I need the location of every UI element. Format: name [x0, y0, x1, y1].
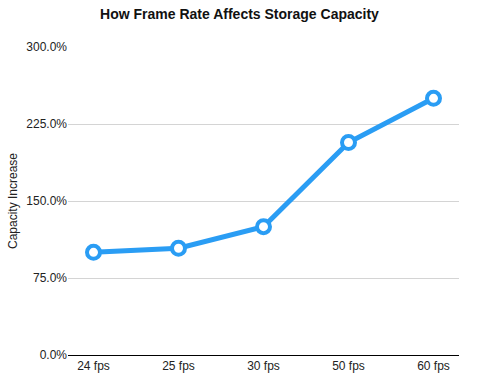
- svg-text:225.0%: 225.0%: [26, 117, 67, 131]
- svg-text:How Frame Rate Affects Storage: How Frame Rate Affects Storage Capacity: [100, 6, 379, 22]
- svg-text:300.0%: 300.0%: [26, 40, 67, 54]
- svg-text:30 fps: 30 fps: [247, 359, 280, 373]
- svg-text:Capacity Increase: Capacity Increase: [6, 153, 20, 249]
- svg-text:75.0%: 75.0%: [33, 271, 67, 285]
- svg-text:24 fps: 24 fps: [77, 359, 110, 373]
- svg-text:25 fps: 25 fps: [162, 359, 195, 373]
- svg-text:150.0%: 150.0%: [26, 194, 67, 208]
- svg-text:50 fps: 50 fps: [332, 359, 365, 373]
- svg-text:0.0%: 0.0%: [40, 348, 68, 362]
- svg-text:60 fps: 60 fps: [417, 359, 450, 373]
